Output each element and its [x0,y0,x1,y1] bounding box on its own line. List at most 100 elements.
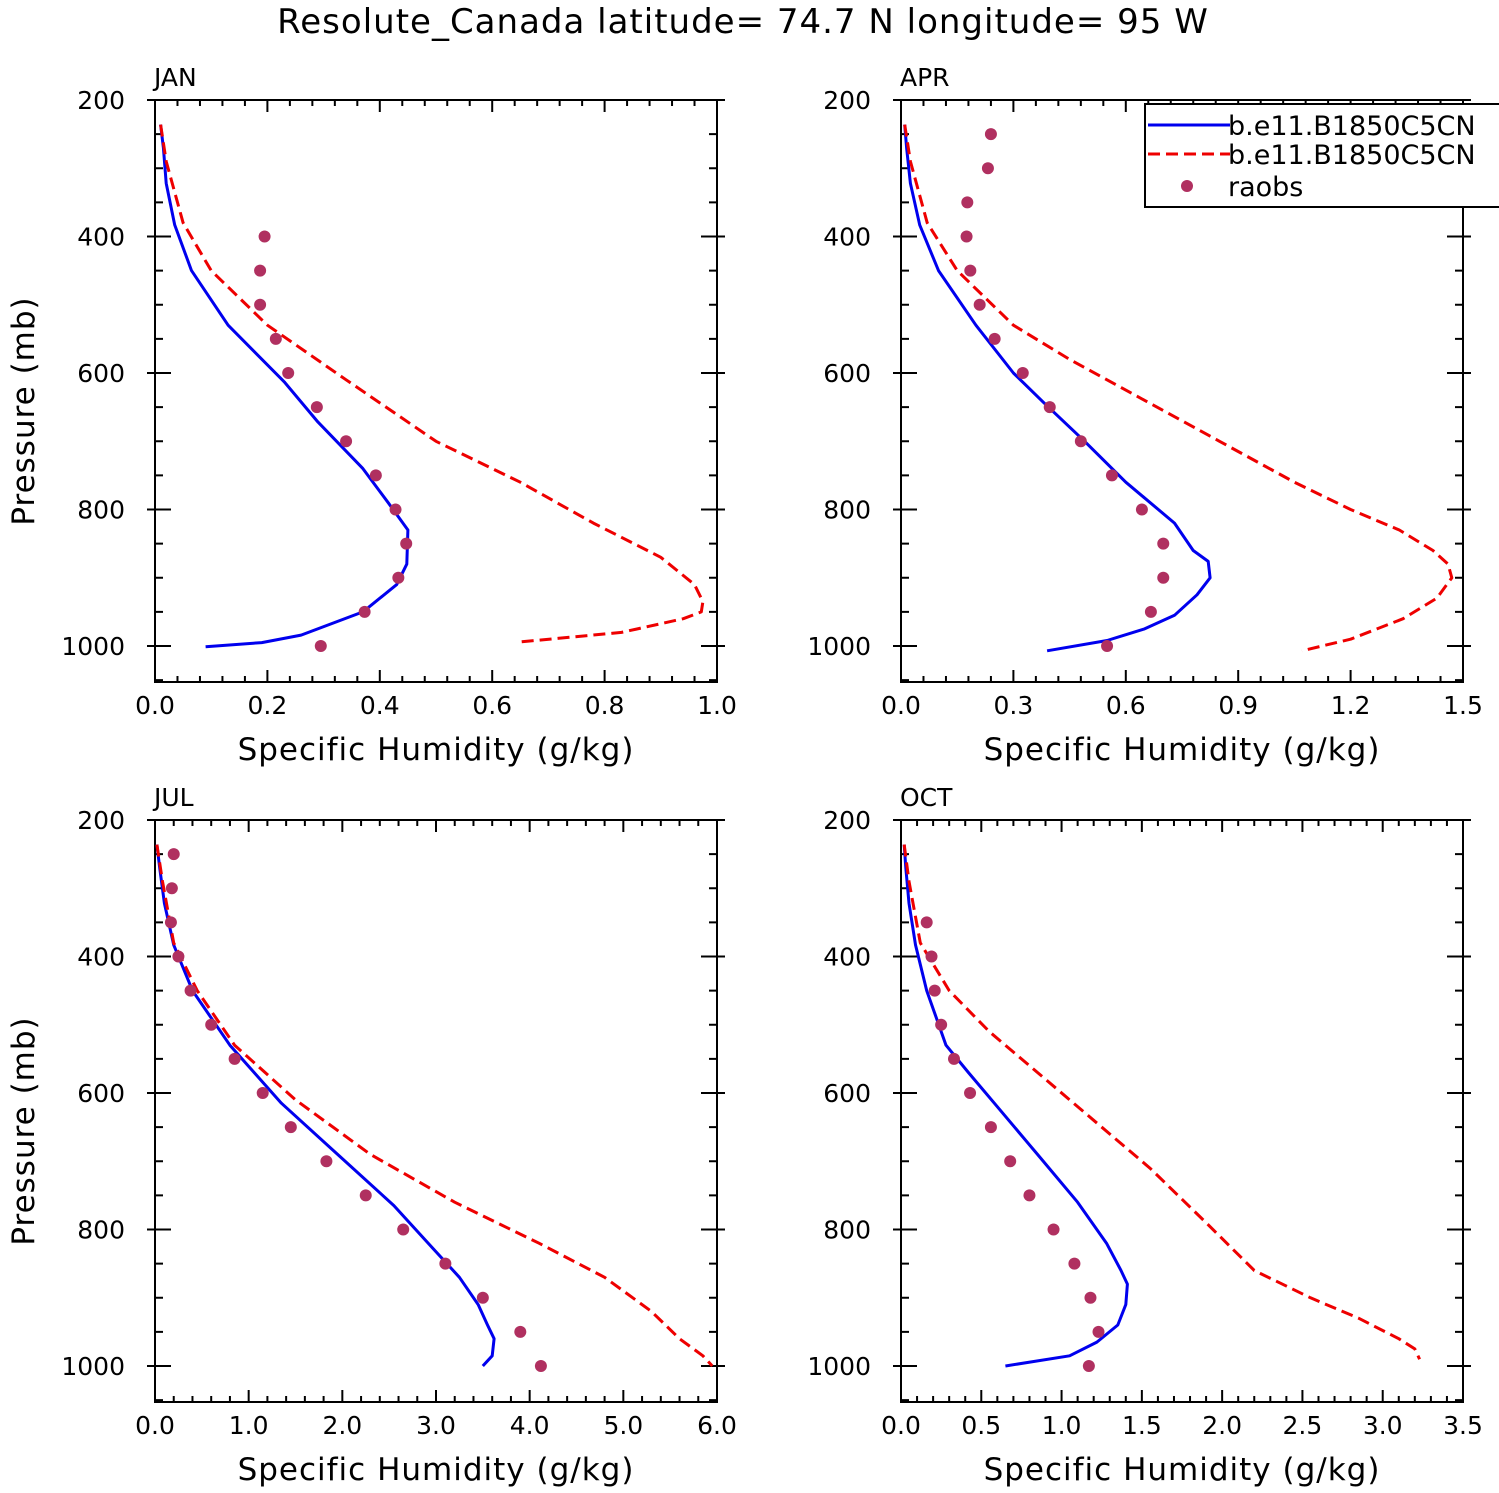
x-tick-label: 6.0 [697,1411,737,1440]
raobs-point [1074,435,1087,448]
x-tick-label: 0.6 [472,691,512,720]
raobs-point [964,1087,977,1099]
panels: JAN 0.0 0.2 0.4 0.6 0.8 1.0 200 400 600 800 1000 Spe… [6,63,1483,1488]
raobs-point [928,984,941,997]
raobs-point [961,196,974,209]
x-tick-label: 0.0 [881,1411,921,1440]
y-tick-label: 200 [77,806,125,835]
series-line-solid [155,844,496,1368]
x-tick-label: 0.0 [135,1411,175,1440]
x-tick-label: 3.0 [416,1411,456,1440]
raobs-point [1092,1325,1105,1338]
y-tick-label: 200 [77,86,125,115]
y-tick-label: 600 [77,359,125,388]
raobs-point [164,916,177,929]
x-axis-label: Specific Humidity (g/kg) [238,732,635,768]
raobs-point [400,537,413,550]
series-line-solid [159,124,410,649]
x-tick-label: 1.5 [1122,1411,1162,1440]
raobs-point [981,162,994,175]
x-tick-label: 3.5 [1443,1411,1483,1440]
y-tick-label: 400 [823,943,871,972]
raobs-point [514,1325,527,1338]
panel-label: JUL [152,783,194,812]
x-tick-label: 5.0 [603,1411,643,1440]
y-tick-label: 1000 [61,1352,125,1381]
x-tick-label: 0.0 [881,691,921,720]
raobs-point [389,503,402,516]
raobs-point [1157,537,1170,550]
raobs-point [925,950,938,963]
raobs-point [476,1291,489,1304]
y-tick-label: 800 [77,1216,125,1245]
y-tick-label: 400 [823,223,871,252]
raobs-point [314,640,327,652]
raobs-point [984,128,997,141]
series-line-dashed [159,124,705,644]
x-tick-label: 0.4 [360,691,400,720]
raobs-point [167,848,180,861]
series-line-solid [903,124,1212,653]
raobs-point [282,367,295,379]
panel-label: APR [900,63,950,92]
raobs-point [284,1121,297,1134]
panel-label: OCT [900,783,953,812]
x-tick-label: 2.5 [1283,1411,1323,1440]
x-tick-label: 3.0 [1363,1411,1403,1440]
y-tick-label: 800 [823,496,871,525]
raobs-point [984,1121,997,1134]
raobs-point [358,605,371,618]
legend-label: b.e11.B1850C5CN [1228,140,1476,171]
raobs-point [172,950,185,963]
x-tick-label: 0.9 [1218,691,1258,720]
raobs-point [1105,469,1118,482]
y-tick-label: 200 [823,86,871,115]
raobs-point [320,1155,333,1168]
x-tick-label: 0.3 [994,691,1034,720]
raobs-point [935,1018,948,1031]
x-tick-label: 0.0 [135,691,175,720]
figure-title: Resolute_Canada latitude= 74.7 N longitu… [277,2,1209,42]
raobs-point [1144,605,1157,618]
y-tick-label: 400 [77,223,125,252]
raobs-point [1016,367,1029,379]
raobs-point [920,916,933,929]
raobs-point [254,264,267,277]
series-line-dashed [903,124,1454,653]
raobs-point [973,298,986,311]
raobs-point [1004,1155,1017,1168]
x-axis-label: Specific Humidity (g/kg) [984,1452,1381,1488]
raobs-point [988,332,1001,345]
y-tick-label: 200 [823,806,871,835]
panel-label: JAN [152,63,197,92]
y-tick-label: 600 [823,1079,871,1108]
raobs-point [1068,1257,1081,1270]
raobs-point [1101,640,1114,652]
raobs-point [359,1189,372,1202]
x-tick-label: 1.2 [1331,691,1371,720]
raobs-point [1082,1360,1095,1372]
series-line-dashed [902,844,1421,1360]
raobs-point [439,1257,452,1270]
raobs-point [205,1018,218,1031]
raobs-point [1084,1291,1097,1304]
x-tick-label: 1.0 [229,1411,269,1440]
raobs-point [340,435,353,448]
x-tick-label: 0.6 [1106,691,1146,720]
raobs-point [947,1052,960,1065]
raobs-point [256,1087,269,1099]
raobs-point [392,571,405,584]
raobs-point [964,264,977,277]
raobs-point [1047,1223,1060,1236]
plot-frame [900,99,1464,683]
x-tick-label: 2.0 [322,1411,362,1440]
raobs-point [228,1052,241,1065]
x-tick-label: 0.5 [961,1411,1001,1440]
x-tick-label: 1.5 [1443,691,1483,720]
y-axis-label: Pressure (mb) [6,1016,42,1245]
raobs-point [258,230,271,243]
y-tick-label: 1000 [61,632,125,661]
raobs-point [254,298,267,311]
raobs-point [1023,1189,1036,1202]
